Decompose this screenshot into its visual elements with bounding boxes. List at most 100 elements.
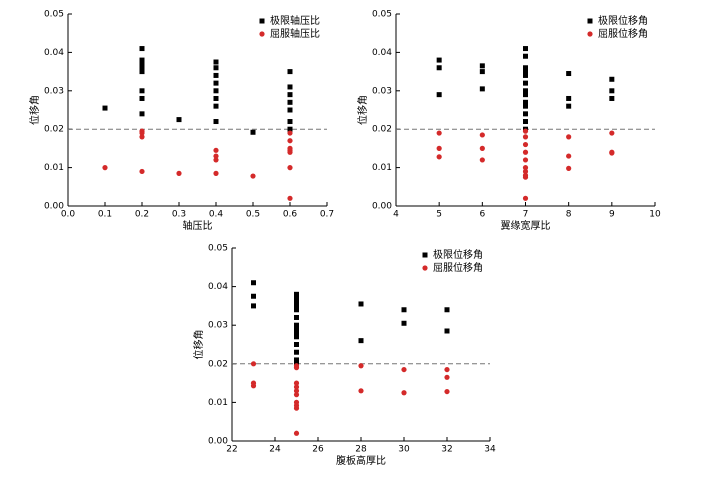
y-tick-label: 0.01 <box>44 163 64 173</box>
point <box>436 145 442 151</box>
point <box>294 314 299 320</box>
point <box>213 119 219 125</box>
y-tick-label: 0.01 <box>208 398 228 408</box>
y-tick-label: 0.02 <box>44 125 64 135</box>
point <box>139 61 145 67</box>
legend-label: 极限位移角 <box>598 14 648 27</box>
point <box>293 392 300 398</box>
point <box>523 65 528 71</box>
x-tick-label: 22 <box>226 445 237 455</box>
legend-label: 屈服轴压比 <box>270 27 320 40</box>
point <box>139 69 145 75</box>
point <box>358 388 364 394</box>
point <box>523 69 528 75</box>
x-tick-label: 8 <box>566 210 572 220</box>
point <box>287 149 293 155</box>
point <box>139 88 145 94</box>
point <box>566 95 572 101</box>
point <box>436 130 442 136</box>
x-tick-label: 10 <box>649 210 661 220</box>
x-tick-label: 0.3 <box>172 210 186 220</box>
x-tick-label: 0.6 <box>283 210 298 220</box>
point <box>176 117 182 123</box>
point <box>287 130 293 136</box>
legend-marker <box>259 31 265 37</box>
point <box>401 307 407 313</box>
point <box>523 119 528 125</box>
point <box>213 95 219 101</box>
point <box>479 86 485 92</box>
point <box>293 384 300 390</box>
point <box>522 168 529 175</box>
point <box>566 153 572 159</box>
legend-label: 屈服位移角 <box>598 27 648 40</box>
point <box>293 430 300 436</box>
point <box>444 307 450 313</box>
point <box>522 195 529 201</box>
point <box>479 63 485 69</box>
point <box>444 366 450 373</box>
point <box>250 361 257 367</box>
point <box>522 174 529 180</box>
x-tick-label: 0.1 <box>98 210 112 220</box>
point <box>294 326 299 332</box>
y-tick-label: 0.05 <box>208 244 228 254</box>
point <box>523 72 528 78</box>
x-axis-title: 翼缘宽厚比 <box>501 219 551 232</box>
point <box>609 88 615 94</box>
point <box>139 111 145 117</box>
point <box>293 365 300 371</box>
x-tick-label: 0.5 <box>246 210 260 220</box>
point <box>250 383 257 389</box>
point <box>294 299 299 305</box>
point <box>401 390 407 396</box>
point <box>102 165 108 171</box>
y-tick-label: 0.03 <box>208 321 228 331</box>
legend-marker <box>422 252 428 258</box>
point <box>566 134 572 140</box>
point <box>522 141 529 148</box>
point <box>213 80 219 86</box>
point <box>609 150 615 156</box>
x-tick-label: 9 <box>609 210 615 220</box>
point <box>213 153 219 159</box>
point <box>287 99 293 105</box>
x-tick-label: 5 <box>436 210 442 220</box>
point <box>287 119 293 125</box>
point <box>609 130 615 136</box>
point <box>436 57 442 63</box>
y-tick-label: 0.00 <box>208 437 228 447</box>
point <box>251 280 256 286</box>
point <box>139 130 145 136</box>
point <box>609 95 615 101</box>
y-tick-label: 0.05 <box>44 10 64 20</box>
y-tick-label: 0.04 <box>44 48 64 58</box>
point <box>523 53 528 59</box>
point <box>287 84 293 90</box>
point <box>294 307 299 313</box>
point <box>523 80 528 86</box>
point <box>139 57 145 63</box>
y-tick-label: 0.01 <box>372 163 392 173</box>
legend-marker <box>422 265 428 271</box>
point <box>523 103 528 109</box>
point <box>479 145 485 151</box>
point <box>213 88 219 94</box>
point <box>294 303 299 309</box>
point <box>294 357 299 363</box>
x-tick-label: 0.2 <box>135 210 149 220</box>
x-tick-label: 7 <box>523 210 529 220</box>
point <box>436 92 442 98</box>
point <box>251 303 256 309</box>
point <box>358 363 364 369</box>
point <box>522 134 529 140</box>
x-tick-label: 26 <box>312 445 324 455</box>
y-tick-label: 0.00 <box>44 202 64 212</box>
point <box>294 349 299 355</box>
point <box>358 338 364 344</box>
point <box>139 65 145 71</box>
legend-marker <box>259 18 265 24</box>
point <box>479 157 485 163</box>
point <box>522 128 529 134</box>
